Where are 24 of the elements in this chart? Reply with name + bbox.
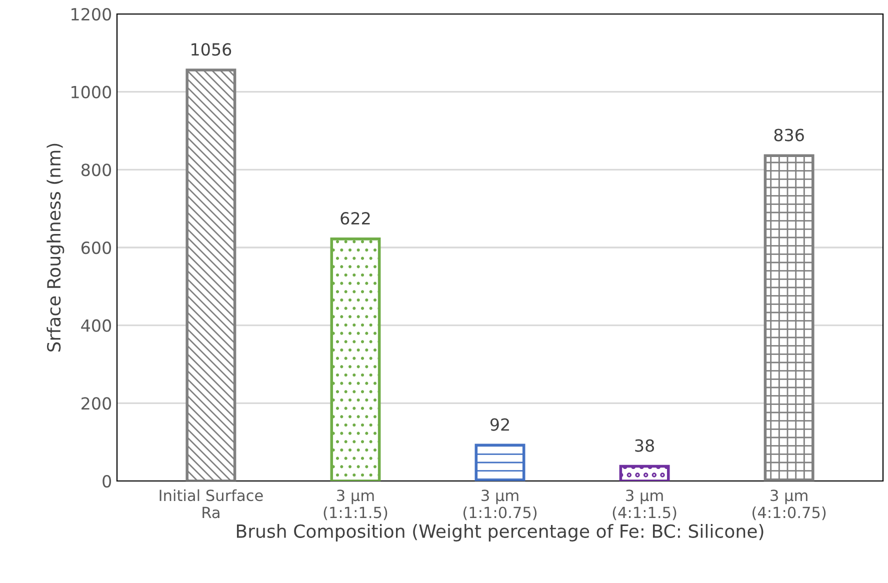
y-tick-label: 0 bbox=[102, 474, 112, 488]
y-tick-label: 600 bbox=[81, 241, 112, 254]
y-tick-label: 200 bbox=[82, 397, 112, 410]
data-label: 836 bbox=[774, 128, 804, 142]
data-label: 38 bbox=[635, 439, 654, 452]
data-label: 1056 bbox=[192, 43, 232, 56]
x-axis-title: Brush Composition (Weight percentage of Fe: BC: Silicone) bbox=[236, 524, 764, 542]
x-tick-label: 3 µm (1:1:1.5) bbox=[324, 490, 388, 520]
y-tick-label: 1000 bbox=[72, 86, 112, 98]
bar bbox=[474, 444, 526, 481]
x-tick-label: Initial Surface Ra bbox=[160, 489, 263, 518]
bar bbox=[619, 464, 670, 481]
y-axis-title: Srface Roughness (nm) bbox=[46, 144, 64, 352]
bar bbox=[764, 154, 814, 481]
data-label: 622 bbox=[340, 212, 370, 225]
y-tick-label: 800 bbox=[81, 164, 112, 176]
x-tick-label: 3 µm (1:1:0.75) bbox=[463, 490, 537, 520]
y-tick-label: 1200 bbox=[72, 8, 112, 21]
data-label: 92 bbox=[490, 418, 509, 431]
bar bbox=[330, 238, 381, 481]
y-tick-label: 400 bbox=[81, 319, 112, 332]
x-tick-label: 3 µm (4:1:0.75) bbox=[752, 490, 826, 520]
x-tick-label: 3 µm (4:1:1.5) bbox=[612, 490, 676, 520]
bar bbox=[186, 68, 236, 481]
